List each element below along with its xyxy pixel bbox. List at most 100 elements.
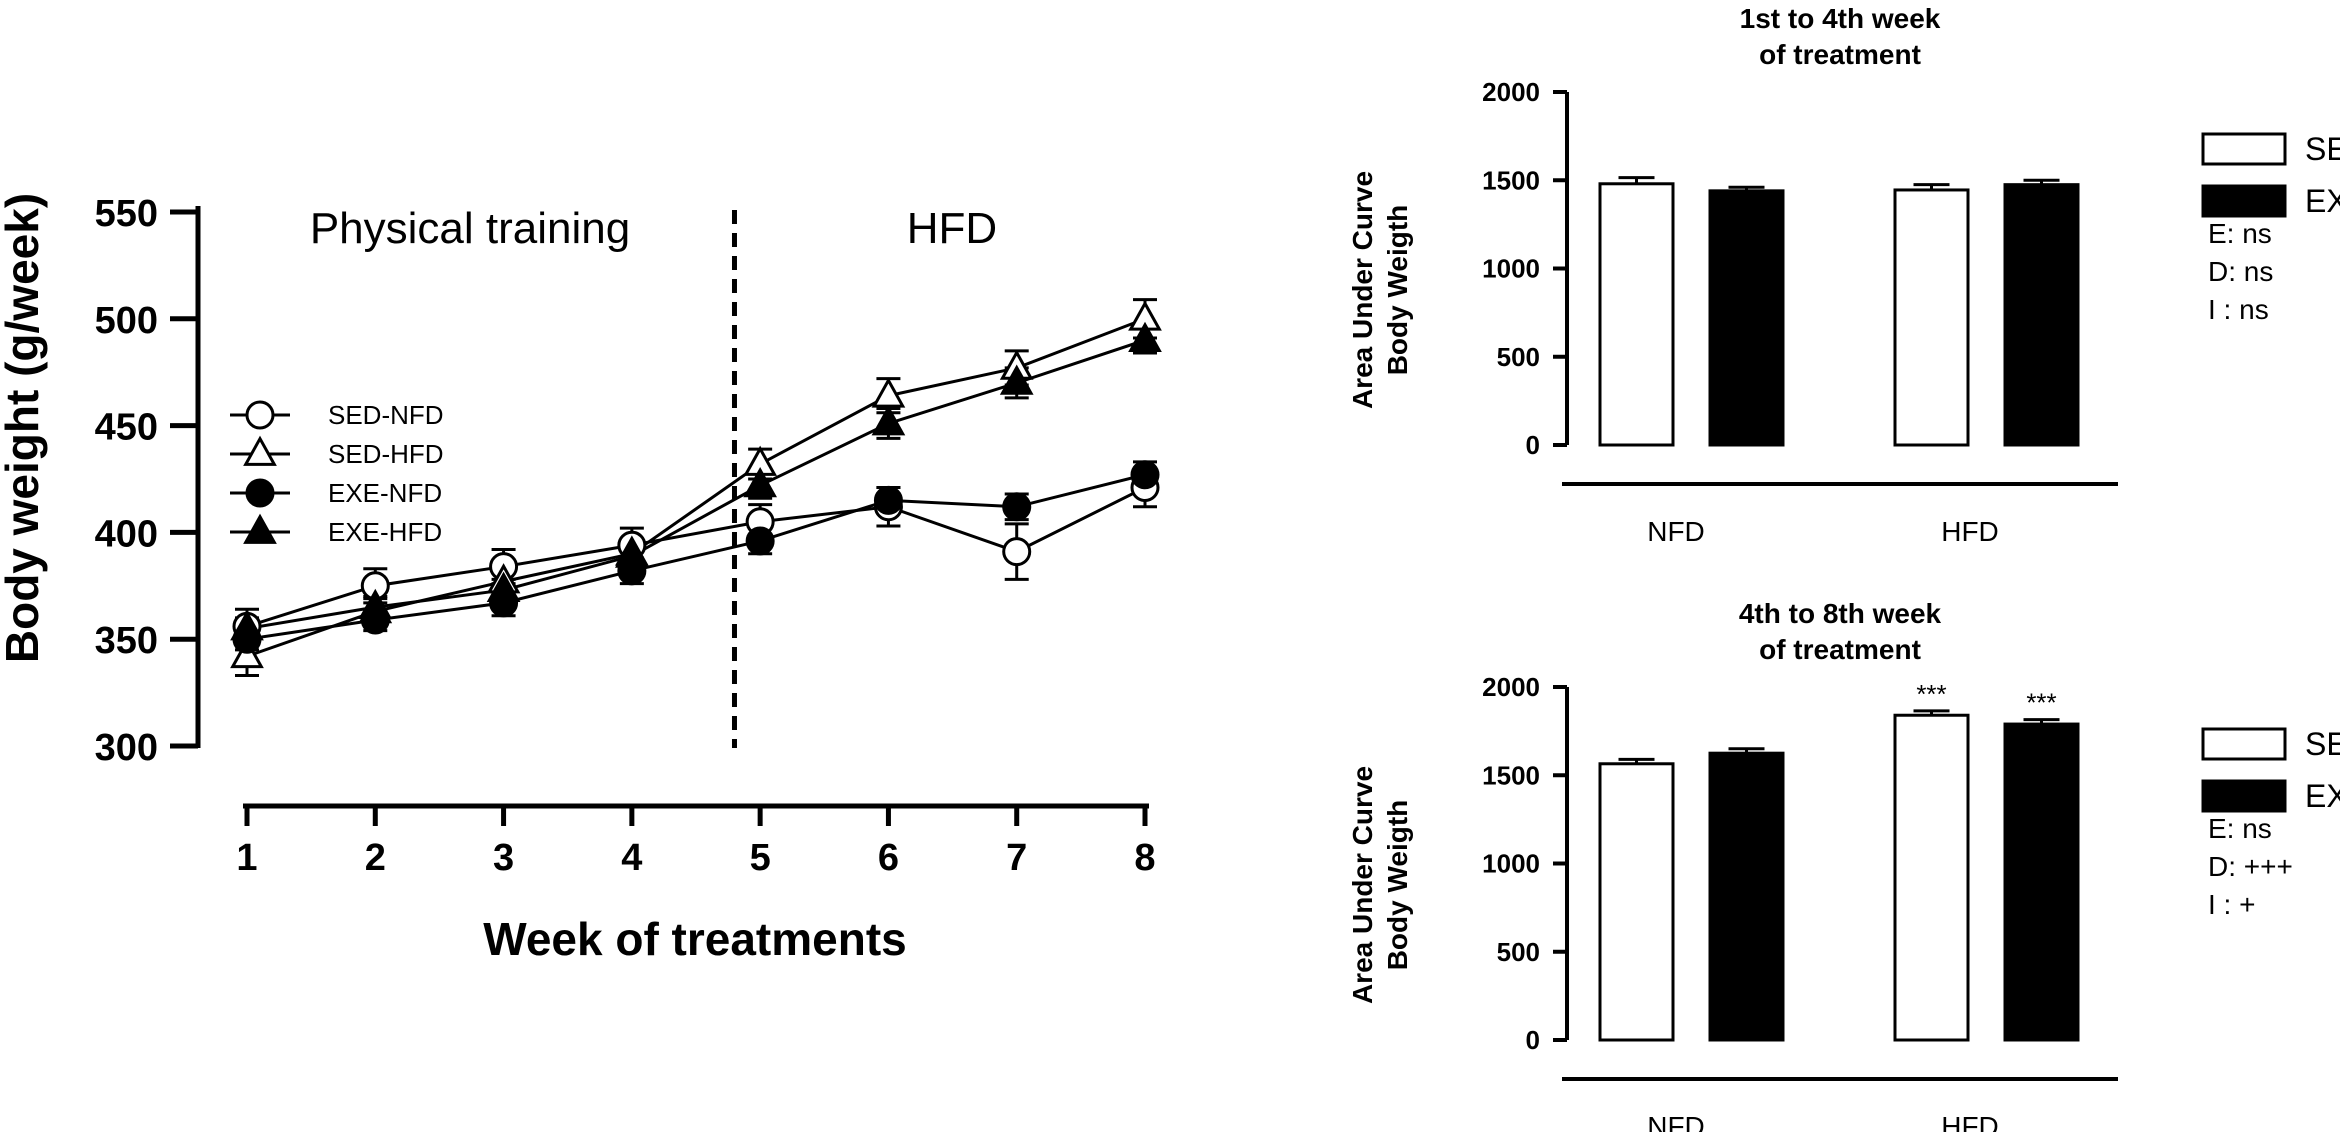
stats-line: E: ns bbox=[2208, 813, 2272, 844]
x-axis-label: Week of treatments bbox=[483, 913, 907, 965]
y-axis-label-line: Area Under Curve bbox=[1347, 171, 1378, 409]
data-point bbox=[358, 588, 393, 620]
y-axis-label-line: Body Weigth bbox=[1382, 800, 1413, 971]
data-point bbox=[1130, 460, 1160, 490]
legend-label: SED bbox=[2305, 726, 2340, 762]
bar-series-exe bbox=[1708, 718, 2080, 1042]
y-axis-label: Body weight (g/week) bbox=[0, 193, 48, 663]
stats-line: I : ns bbox=[2208, 294, 2269, 325]
data-point bbox=[873, 485, 903, 515]
bar bbox=[2003, 183, 2080, 447]
x-category-label: NFD bbox=[1647, 1111, 1705, 1132]
bar bbox=[1598, 182, 1675, 447]
significance-label: *** bbox=[2026, 688, 2056, 718]
stats-line: D: ns bbox=[2208, 256, 2273, 287]
bar-legend: SED EXE bbox=[2201, 131, 2340, 219]
significance-label: *** bbox=[1916, 679, 1946, 709]
stats-block: E: ns D: +++ I : + bbox=[2208, 813, 2293, 920]
bar bbox=[2003, 722, 2080, 1042]
chart-title-line: 4th to 8th week bbox=[1739, 598, 1942, 629]
y-axis-label-line: Body Weigth bbox=[1382, 205, 1413, 376]
legend: SED-NFD SED-HFD EXE-NFD EXE-HFD bbox=[230, 400, 444, 547]
series-line bbox=[246, 317, 1146, 658]
x-category-label: NFD bbox=[1647, 516, 1705, 547]
data-point bbox=[999, 364, 1034, 395]
chart-title-line: of treatment bbox=[1759, 39, 1921, 70]
series-line bbox=[246, 486, 1146, 628]
y-tick-label: 300 bbox=[95, 727, 158, 769]
phase-label-hfd: HFD bbox=[907, 204, 997, 253]
bar bbox=[1893, 713, 1970, 1042]
data-point bbox=[230, 610, 264, 641]
stats-line: E: ns bbox=[2208, 218, 2272, 249]
y-tick-label: 1500 bbox=[1482, 760, 1540, 790]
legend-label: EXE-HFD bbox=[328, 517, 442, 547]
bar-series-sed bbox=[1598, 709, 1970, 1042]
y-axis-label-line: Area Under Curve bbox=[1347, 766, 1378, 1004]
y-tick-label: 2000 bbox=[1482, 77, 1540, 107]
stats-block: E: ns D: ns I : ns bbox=[2208, 218, 2273, 325]
y-tick-label: 0 bbox=[1526, 1025, 1540, 1055]
y-tick-label: 500 bbox=[1497, 937, 1540, 967]
data-point bbox=[871, 405, 906, 436]
legend-label: SED bbox=[2305, 131, 2340, 167]
legend-label: EXE-NFD bbox=[328, 478, 442, 508]
legend-marker bbox=[245, 400, 275, 430]
series-line bbox=[246, 338, 1146, 630]
legend-marker bbox=[243, 435, 277, 466]
data-point bbox=[1002, 537, 1032, 567]
phase-label-training: Physical training bbox=[310, 204, 630, 253]
legend-label: EXE bbox=[2305, 183, 2340, 219]
y-tick-label: 1000 bbox=[1482, 849, 1540, 879]
x-tick-label: 3 bbox=[493, 837, 514, 879]
y-tick-label: 1500 bbox=[1482, 165, 1540, 195]
legend-swatch bbox=[2201, 132, 2287, 166]
x-category-label: HFD bbox=[1941, 1111, 1999, 1132]
line-chart: 300 350 400 450 500 550 1 2 3 4 5 6 7 8 Week of treatm… bbox=[0, 193, 1162, 965]
stats-line: D: +++ bbox=[2208, 851, 2293, 882]
bar-series-sed bbox=[1598, 176, 1970, 447]
y-tick-label: 450 bbox=[95, 407, 158, 449]
chart-title-line: 1st to 4th week bbox=[1740, 3, 1941, 34]
bar-chart-weeks-1-4: 1st to 4th week of treatment 0 500 1000 1500 2… bbox=[1347, 3, 2340, 547]
x-tick-label: 8 bbox=[1134, 837, 1155, 879]
markers-exe-hfd bbox=[230, 321, 1162, 641]
stats-line: I : + bbox=[2208, 889, 2255, 920]
bar bbox=[1598, 762, 1675, 1042]
data-point bbox=[1002, 492, 1032, 522]
data-point bbox=[743, 467, 777, 498]
chart-title-line: of treatment bbox=[1759, 634, 1921, 665]
legend-marker bbox=[243, 513, 277, 544]
legend-label: SED-NFD bbox=[328, 400, 444, 430]
legend-swatch bbox=[2201, 727, 2287, 761]
bar-legend: SED EXE bbox=[2201, 726, 2340, 814]
data-point bbox=[486, 571, 521, 602]
data-point bbox=[745, 526, 775, 556]
y-tick-label: 550 bbox=[95, 193, 158, 235]
bar bbox=[1893, 188, 1970, 447]
series-line bbox=[246, 473, 1146, 641]
y-tick-label: 500 bbox=[1497, 342, 1540, 372]
legend-label: SED-HFD bbox=[328, 439, 444, 469]
y-tick-label: 0 bbox=[1526, 430, 1540, 460]
x-tick-label: 2 bbox=[365, 837, 386, 879]
bar bbox=[1708, 189, 1785, 447]
legend-label: EXE bbox=[2305, 778, 2340, 814]
data-point bbox=[230, 637, 264, 669]
x-category-label: HFD bbox=[1941, 516, 1999, 547]
x-tick-label: 1 bbox=[236, 837, 257, 879]
x-tick-label: 5 bbox=[750, 837, 771, 879]
data-point bbox=[1128, 321, 1162, 353]
y-tick-label: 350 bbox=[95, 620, 158, 662]
x-tick-label: 7 bbox=[1006, 837, 1027, 879]
y-tick-label: 500 bbox=[95, 300, 158, 342]
legend-swatch bbox=[2201, 779, 2287, 813]
y-tick-label: 2000 bbox=[1482, 672, 1540, 702]
y-tick-label: 1000 bbox=[1482, 254, 1540, 284]
x-tick-label: 4 bbox=[621, 837, 642, 879]
y-tick-label: 400 bbox=[95, 513, 158, 555]
legend-marker bbox=[245, 478, 275, 508]
x-tick-label: 6 bbox=[878, 837, 899, 879]
bar-series-exe bbox=[1708, 178, 2080, 447]
